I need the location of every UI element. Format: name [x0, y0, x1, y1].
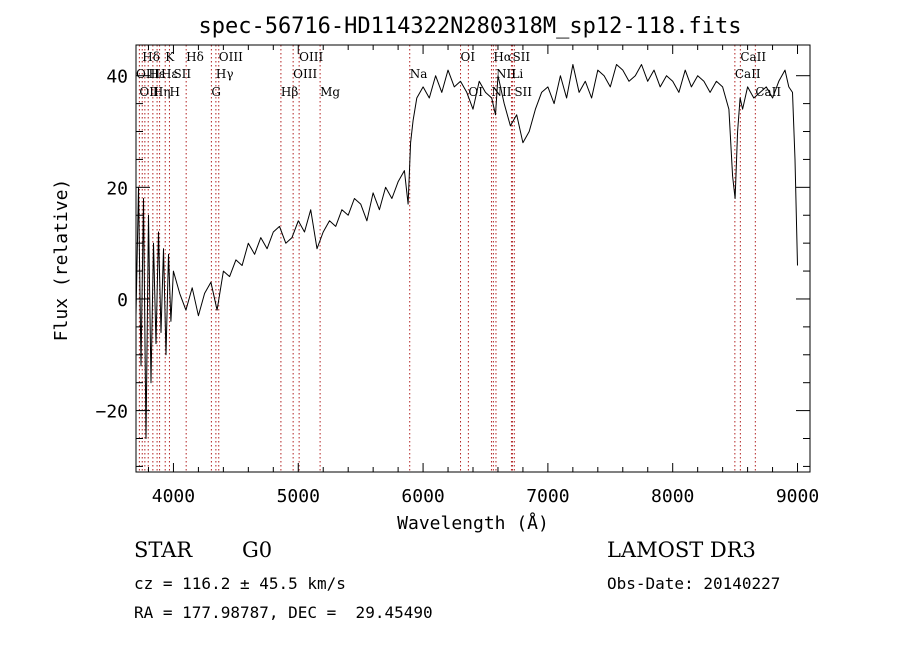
y-tick-label: 0 [117, 290, 128, 311]
spectrum-series-line [136, 64, 798, 439]
y-tick-label: 20 [106, 178, 128, 199]
spectral-line-label: Hη [153, 85, 171, 99]
spectral-line-label: Li [511, 67, 523, 81]
y-axis-ticks: −20 0 20 40 [95, 67, 810, 467]
spectral-line-label: OII [139, 85, 159, 99]
x-tick-label: 8000 [651, 486, 694, 507]
x-tick-label: 4000 [152, 486, 195, 507]
x-tick-label: 9000 [776, 486, 819, 507]
spectral-line-label: Hε [148, 67, 165, 81]
coordinates: RA = 177.98787, DEC = 29.45490 [134, 603, 433, 622]
x-tick-label: 6000 [401, 486, 444, 507]
spectral-line-label: OIII [219, 50, 243, 64]
spectral-line-label: OIII [293, 67, 317, 81]
spectral-line-label: CaII [740, 50, 766, 64]
spectral-line-label: Hα [493, 50, 512, 64]
y-tick-label: 40 [106, 67, 128, 88]
chart-title: spec-56716-HD114322N280318M_sp12-118.fit… [198, 14, 741, 39]
redshift-cz: cz = 116.2 ± 45.5 km/s [134, 574, 346, 593]
spectral-line-label: Hε [161, 67, 178, 81]
object-subclass: G0 [242, 538, 273, 562]
spectral-line-label: OIII [299, 50, 323, 64]
x-axis-label: Wavelength (Å) [397, 512, 549, 534]
spectral-line-label: NII [496, 67, 516, 81]
x-tick-label: 5000 [277, 486, 320, 507]
spectral-line-label: SII [514, 85, 532, 99]
x-tick-label: 7000 [526, 486, 569, 507]
y-tick-label: −20 [95, 402, 128, 423]
observation-date: Obs-Date: 20140227 [607, 574, 781, 593]
survey-name: LAMOST DR3 [607, 538, 756, 562]
spectral-line-label: Hβ [281, 85, 298, 99]
spectral-line-label: Hγ [216, 67, 234, 81]
spectral-line-label: OI [468, 85, 483, 99]
series-layer [136, 64, 798, 439]
spectral-line-label: Hδ [186, 50, 204, 64]
spectral-line-label: Hδ [142, 50, 160, 64]
spectral-line-label: H [169, 85, 179, 99]
spectral-line-label: Mg [320, 85, 340, 99]
y-axis-label: Flux (relative) [51, 179, 72, 342]
spectral-line-label: Na [410, 67, 428, 81]
spectral-line-label: OI [461, 50, 476, 64]
spectral-line-label: SII [512, 50, 530, 64]
object-class: STAR [134, 538, 193, 562]
x-axis-ticks: 4000 5000 6000 7000 8000 9000 [147, 45, 819, 507]
spectral-line-label: SII [173, 67, 191, 81]
spectral-line-label: CaII [755, 85, 781, 99]
spectral-line-label: CaII [735, 67, 761, 81]
spectral-line-label: K [165, 50, 175, 64]
spectral-line-label: G [211, 85, 221, 99]
line-marker-layer [138, 45, 756, 472]
spectral-line-label: OIII [136, 67, 160, 81]
